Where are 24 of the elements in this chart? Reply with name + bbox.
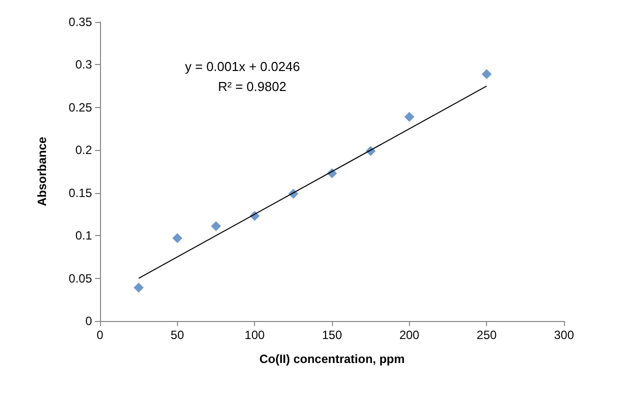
x-tick-label: 50 xyxy=(170,328,184,342)
y-tick-label: 0.25 xyxy=(68,100,92,114)
y-tick-label: 0.05 xyxy=(68,271,92,286)
x-tick-label: 250 xyxy=(476,328,497,342)
point xyxy=(482,69,492,80)
annotation: y = 0.001x + 0.0246 xyxy=(185,59,300,74)
x-tick-label: 200 xyxy=(399,328,420,342)
point xyxy=(211,221,221,232)
x-tick-label: 100 xyxy=(244,328,265,342)
y-tick-label: 0.1 xyxy=(75,228,92,243)
y-tick-label: 0 xyxy=(85,314,92,328)
x-tick-label: 0 xyxy=(96,328,104,342)
y-tick-label: 0.15 xyxy=(68,186,92,200)
point xyxy=(134,282,144,293)
annotation: R² = 0.9802 xyxy=(218,79,286,94)
x-tick-label: 300 xyxy=(554,328,574,342)
y-tick-label: 0.3 xyxy=(75,58,92,72)
y-axis-title: Absorbance xyxy=(35,136,49,206)
x-axis-title: Co(II) concentration, ppm xyxy=(259,352,405,366)
y-tick-label: 0.2 xyxy=(75,143,92,158)
x-tick-label: 150 xyxy=(322,328,342,342)
y-tick-label: 0.35 xyxy=(68,15,92,29)
point xyxy=(172,233,182,244)
point xyxy=(404,112,414,122)
